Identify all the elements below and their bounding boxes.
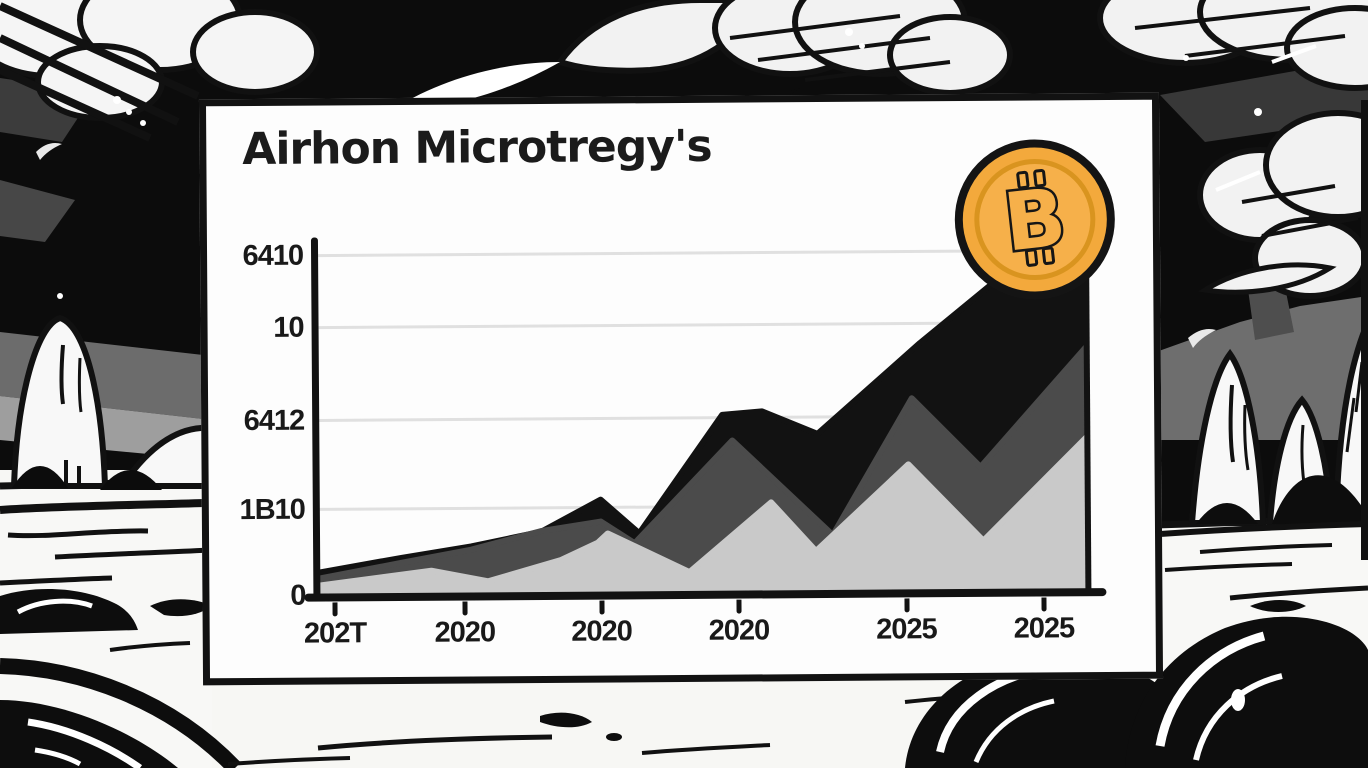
x-axis-label: 202T xyxy=(303,617,367,650)
speed-lines xyxy=(0,2,200,142)
gridline xyxy=(317,248,1086,258)
chart-panel: Airhon Microtregy's 6410 10 6412 1B10 0 202T… xyxy=(198,92,1164,686)
cloud-streaks xyxy=(1134,6,1346,58)
x-axis-tick xyxy=(332,602,338,617)
bottom-ripples xyxy=(227,692,1001,766)
bitcoin-coin-icon: B xyxy=(950,135,1119,304)
cloud-top-left xyxy=(0,0,320,142)
x-axis-tick xyxy=(736,599,742,614)
x-axis-tick xyxy=(904,598,910,613)
right-mountains xyxy=(1188,320,1368,526)
bitcoin-symbol: B xyxy=(997,168,1073,272)
left-mountain xyxy=(10,314,215,490)
cave-arch xyxy=(1272,475,1368,524)
x-axis-label: 2020 xyxy=(434,616,496,649)
cave-arch xyxy=(1196,503,1258,524)
y-axis-label: 6410 xyxy=(242,239,304,273)
sky-smudge xyxy=(0,180,75,242)
y-axis-label: 6412 xyxy=(243,404,305,437)
x-axis-tick xyxy=(462,601,468,616)
bottom-right-rocks xyxy=(905,600,1368,768)
pebble xyxy=(540,712,592,728)
cloud-streaks xyxy=(729,14,951,82)
x-axis-label: 2020 xyxy=(708,614,770,647)
x-axis-label: 2025 xyxy=(876,613,937,646)
pebble xyxy=(606,733,622,741)
chart-title: Airhon Microtregy's xyxy=(242,120,712,176)
stars xyxy=(57,28,1262,299)
x-axis-tick xyxy=(599,600,605,615)
x-axis-label: 2020 xyxy=(571,615,632,648)
coin-ring xyxy=(974,159,1096,281)
frame-edge xyxy=(1361,100,1368,560)
y-axis-label: 10 xyxy=(273,311,304,344)
plot-right-border xyxy=(1083,268,1092,595)
y-axis-label: 1B10 xyxy=(239,493,305,526)
cloud-top-right xyxy=(712,0,1013,96)
svg-text:B: B xyxy=(999,170,1070,269)
cloud-far-top-right xyxy=(1097,0,1368,91)
bottom-left-rocks xyxy=(0,589,266,768)
left-ripples xyxy=(0,499,213,652)
right-ripples xyxy=(1159,521,1368,601)
cloud-streaks xyxy=(1241,184,1359,238)
cave-arch xyxy=(12,466,68,488)
cave-arch xyxy=(100,470,162,490)
x-axis-tick xyxy=(1041,597,1047,612)
x-axis-label: 2025 xyxy=(1013,612,1075,645)
y-axis-label: 0 xyxy=(290,579,306,612)
